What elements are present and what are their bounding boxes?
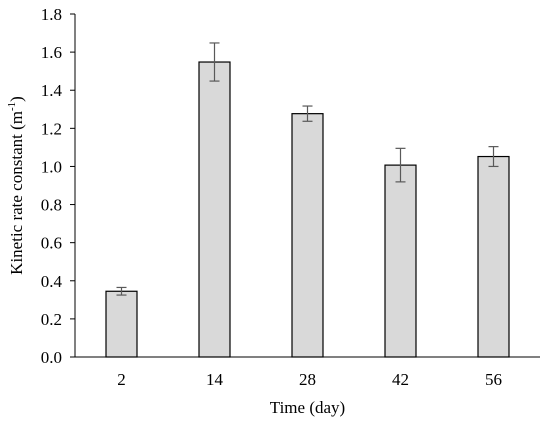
y-tick-label: 1.4	[41, 81, 63, 100]
x-axis-title: Time (day)	[270, 398, 345, 417]
y-tick-label: 0.2	[41, 310, 62, 329]
y-tick-label: 1.0	[41, 157, 62, 176]
x-axis-ticks: 2 14 28 42 56	[117, 370, 502, 389]
error-bar-2	[116, 286, 127, 296]
error-bar-42	[395, 147, 406, 183]
x-tick-label: 28	[299, 370, 316, 389]
error-bar-56	[488, 146, 499, 168]
bar-28	[291, 113, 324, 358]
y-tick-label: 0.0	[41, 348, 62, 367]
y-tick-label: 0.8	[41, 196, 62, 215]
y-tick-label: 1.8	[41, 5, 62, 24]
y-tick-label: 1.2	[41, 119, 62, 138]
y-tick-label: 0.4	[41, 272, 63, 291]
bar-2	[105, 290, 138, 358]
error-bar-14	[209, 42, 220, 82]
error-bars	[116, 42, 499, 296]
y-axis-title: Kinetic rate constant (m-1)	[6, 96, 26, 275]
error-bar-28	[302, 105, 313, 122]
x-tick-label: 56	[485, 370, 502, 389]
x-tick-label: 42	[392, 370, 409, 389]
y-tick-label: 0.6	[41, 234, 62, 253]
y-axis-title-main: Kinetic rate constant (m	[7, 111, 26, 275]
bar-14	[198, 61, 231, 358]
bars	[105, 61, 510, 358]
bar-42	[384, 164, 417, 358]
y-axis-title-superscript: -1	[6, 102, 18, 111]
bar-56	[477, 155, 510, 358]
x-tick-label: 2	[117, 370, 126, 389]
y-axis-title-close: )	[7, 96, 26, 102]
x-tick-label: 14	[206, 370, 224, 389]
y-tick-label: 1.6	[41, 43, 62, 62]
plot-area: 0.0 0.2 0.4 0.6 0.8 1.0 1.2 1.4 1.6 1.8 2 14 28 42 56	[41, 5, 540, 389]
y-axis-ticks: 0.0 0.2 0.4 0.6 0.8 1.0 1.2 1.4 1.6 1.8	[41, 5, 75, 367]
